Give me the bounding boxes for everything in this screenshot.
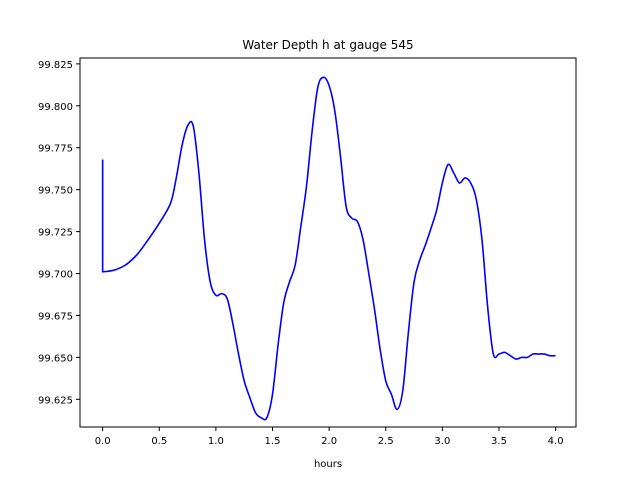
- x-tick-label: 1.5: [265, 436, 281, 447]
- plot-area: [80, 58, 576, 427]
- chart-title: Water Depth h at gauge 545: [242, 38, 413, 52]
- x-tick-label: 2.5: [378, 436, 394, 447]
- x-tick-label: 2.0: [321, 436, 337, 447]
- x-axis-label: hours: [314, 459, 342, 470]
- y-tick-label: 99.825: [38, 60, 73, 71]
- y-tick-label: 99.700: [38, 270, 73, 281]
- x-tick-label: 1.0: [208, 436, 224, 447]
- x-tick-label: 3.5: [491, 436, 507, 447]
- x-tick-label: 0.0: [95, 436, 111, 447]
- series-line: [101, 76, 556, 421]
- y-tick-label: 99.800: [38, 102, 73, 113]
- x-tick-label: 0.5: [151, 436, 167, 447]
- x-tick-label: 3.0: [434, 436, 450, 447]
- y-tick-label: 99.775: [38, 144, 73, 155]
- y-tick-label: 99.650: [38, 353, 73, 364]
- y-tick-label: 99.675: [38, 311, 73, 322]
- y-tick-label: 99.725: [38, 228, 73, 239]
- plot-frame: [79, 57, 577, 428]
- series-layer: [101, 76, 556, 421]
- y-tick-label: 99.625: [38, 395, 73, 406]
- y-axis: 99.625 99.650 99.675 99.700 99.725 99.750 99.7…: [38, 60, 80, 406]
- y-tick-label: 99.750: [38, 186, 73, 197]
- x-axis: 0.0 0.5 1.0 1.5 2.0 2.5 3.0 3.5 4.0: [95, 427, 564, 447]
- x-tick-label: 4.0: [548, 436, 564, 447]
